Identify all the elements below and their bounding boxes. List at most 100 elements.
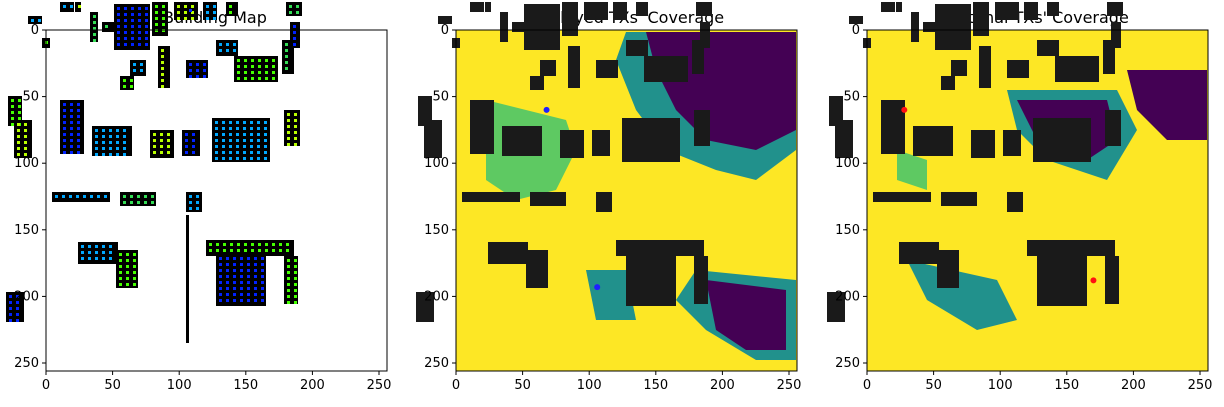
transmitter-marker: [133, 63, 136, 66]
transmitter-marker: [161, 61, 164, 64]
building: [935, 4, 971, 50]
building: [438, 16, 452, 24]
transmitter-marker: [162, 5, 165, 8]
transmitter-marker: [247, 293, 250, 296]
transmitter-marker: [161, 79, 164, 82]
transmitter-marker: [133, 259, 136, 262]
transmitter-marker: [18, 117, 21, 120]
transmitter-marker: [254, 275, 257, 278]
transmitter-marker: [161, 49, 164, 52]
transmitter-marker: [77, 109, 80, 112]
transmitter-marker: [63, 151, 66, 154]
building: [941, 192, 977, 206]
transmitter-marker: [77, 145, 80, 148]
transmitter-marker: [63, 133, 66, 136]
building: [1105, 256, 1119, 304]
transmitter-marker: [264, 139, 267, 142]
building: [696, 2, 712, 16]
transmitter-marker: [243, 133, 246, 136]
transmitter-marker: [243, 157, 246, 160]
building: [14, 120, 32, 158]
transmitter-marker: [215, 157, 218, 160]
transmitter-marker: [117, 7, 120, 10]
transmitter-marker: [119, 265, 122, 268]
transmitter-marker: [77, 133, 80, 136]
transmitter-marker: [102, 257, 105, 260]
transmitter-marker: [226, 49, 229, 52]
transmitter-marker: [229, 127, 232, 130]
transmitter-marker: [185, 133, 188, 136]
transmitter-marker: [203, 69, 206, 72]
transmitter-marker: [116, 141, 119, 144]
transmitter-marker: [250, 145, 253, 148]
transmitter-marker: [11, 111, 14, 114]
transmitter-marker: [16, 301, 19, 304]
transmitter-marker: [233, 49, 236, 52]
panel-deployed-coverage: Deployed TXs' Coverage 05010015020025005…: [416, 2, 801, 393]
transmitter-marker: [133, 69, 136, 72]
x-tick-label: 100: [577, 378, 602, 393]
transmitter-marker: [131, 31, 134, 34]
transmitter-marker: [287, 289, 290, 292]
transmitter-marker: [109, 147, 112, 150]
transmitter-marker: [124, 7, 127, 10]
transmitter-marker: [196, 69, 199, 72]
transmitter-marker: [236, 157, 239, 160]
transmitter-marker: [237, 65, 240, 68]
transmitter-marker: [209, 249, 212, 252]
transmitter-marker: [144, 195, 147, 198]
transmitter-marker: [244, 71, 247, 74]
transmitter-marker: [226, 43, 229, 46]
transmitter-marker: [123, 195, 126, 198]
building: [186, 192, 202, 212]
transmitter-marker: [123, 141, 126, 144]
transmitter-marker: [131, 43, 134, 46]
transmitter-marker: [24, 123, 27, 126]
transmitter-marker: [124, 13, 127, 16]
building: [182, 130, 200, 156]
building: [152, 2, 168, 36]
transmitter-marker: [17, 141, 20, 144]
transmitter-marker: [130, 195, 133, 198]
transmitter-marker: [189, 9, 192, 12]
transmitter-marker: [55, 195, 58, 198]
transmitter-marker: [123, 85, 126, 88]
transmitter-marker: [272, 77, 275, 80]
transmitter-marker: [155, 11, 158, 14]
transmitter-marker: [117, 37, 120, 40]
transmitter-marker: [216, 249, 219, 252]
transmitter-marker: [138, 31, 141, 34]
transmitter-marker: [189, 63, 192, 66]
building: [488, 242, 528, 264]
building: [1007, 6, 1019, 16]
building: [694, 110, 710, 146]
y-tick-label: 0: [31, 23, 39, 38]
building: [212, 118, 270, 162]
building: [416, 292, 434, 322]
y-tick-label: 50: [22, 90, 39, 105]
transmitter-marker: [70, 121, 73, 124]
transmitter-marker: [901, 106, 908, 113]
transmitter-marker: [294, 143, 297, 146]
transmitter-marker: [237, 71, 240, 74]
transmitter-marker: [264, 145, 267, 148]
transmitter-marker: [237, 59, 240, 62]
transmitter-marker: [153, 151, 156, 154]
transmitter-marker: [243, 127, 246, 130]
coverage-zone: [897, 150, 927, 190]
transmitter-marker: [77, 151, 80, 154]
transmitter-marker: [229, 145, 232, 148]
wall: [186, 215, 189, 343]
building: [530, 76, 544, 90]
transmitter-marker: [70, 139, 73, 142]
building: [1003, 130, 1021, 156]
building: [234, 56, 278, 82]
transmitter-marker: [250, 127, 253, 130]
transmitter-marker: [258, 65, 261, 68]
transmitter-marker: [279, 243, 282, 246]
transmitter-marker: [119, 271, 122, 274]
transmitter-marker: [109, 141, 112, 144]
transmitter-marker: [272, 65, 275, 68]
transmitter-marker: [77, 121, 80, 124]
